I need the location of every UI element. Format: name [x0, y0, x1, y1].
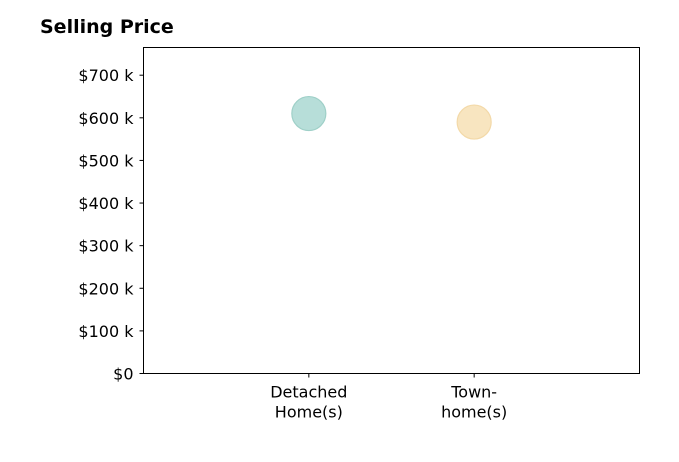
y-tick-label: $400 k [78, 194, 134, 213]
y-tick-label: $600 k [78, 109, 134, 128]
y-tick-label: $200 k [78, 279, 134, 298]
y-tick-label: $300 k [78, 237, 134, 256]
plot-area-frame [143, 47, 640, 374]
chart-title: Selling Price [40, 16, 174, 38]
x-tick-label: Town- [450, 383, 497, 402]
data-points [291, 95, 492, 140]
bubble-point [456, 104, 492, 140]
x-tick-label: Home(s) [275, 403, 343, 422]
y-tick-label: $0 [113, 365, 133, 384]
x-tick-label: Detached [270, 383, 347, 402]
x-tick-label: home(s) [441, 403, 507, 422]
y-tick-label: $100 k [78, 322, 134, 341]
y-axis: $0 $100 k $200 k $300 k $400 k $500 k $600 k $7… [78, 66, 144, 384]
y-tick-label: $500 k [78, 151, 134, 170]
bubble-point [291, 95, 327, 132]
y-tick-label: $700 k [78, 66, 134, 85]
